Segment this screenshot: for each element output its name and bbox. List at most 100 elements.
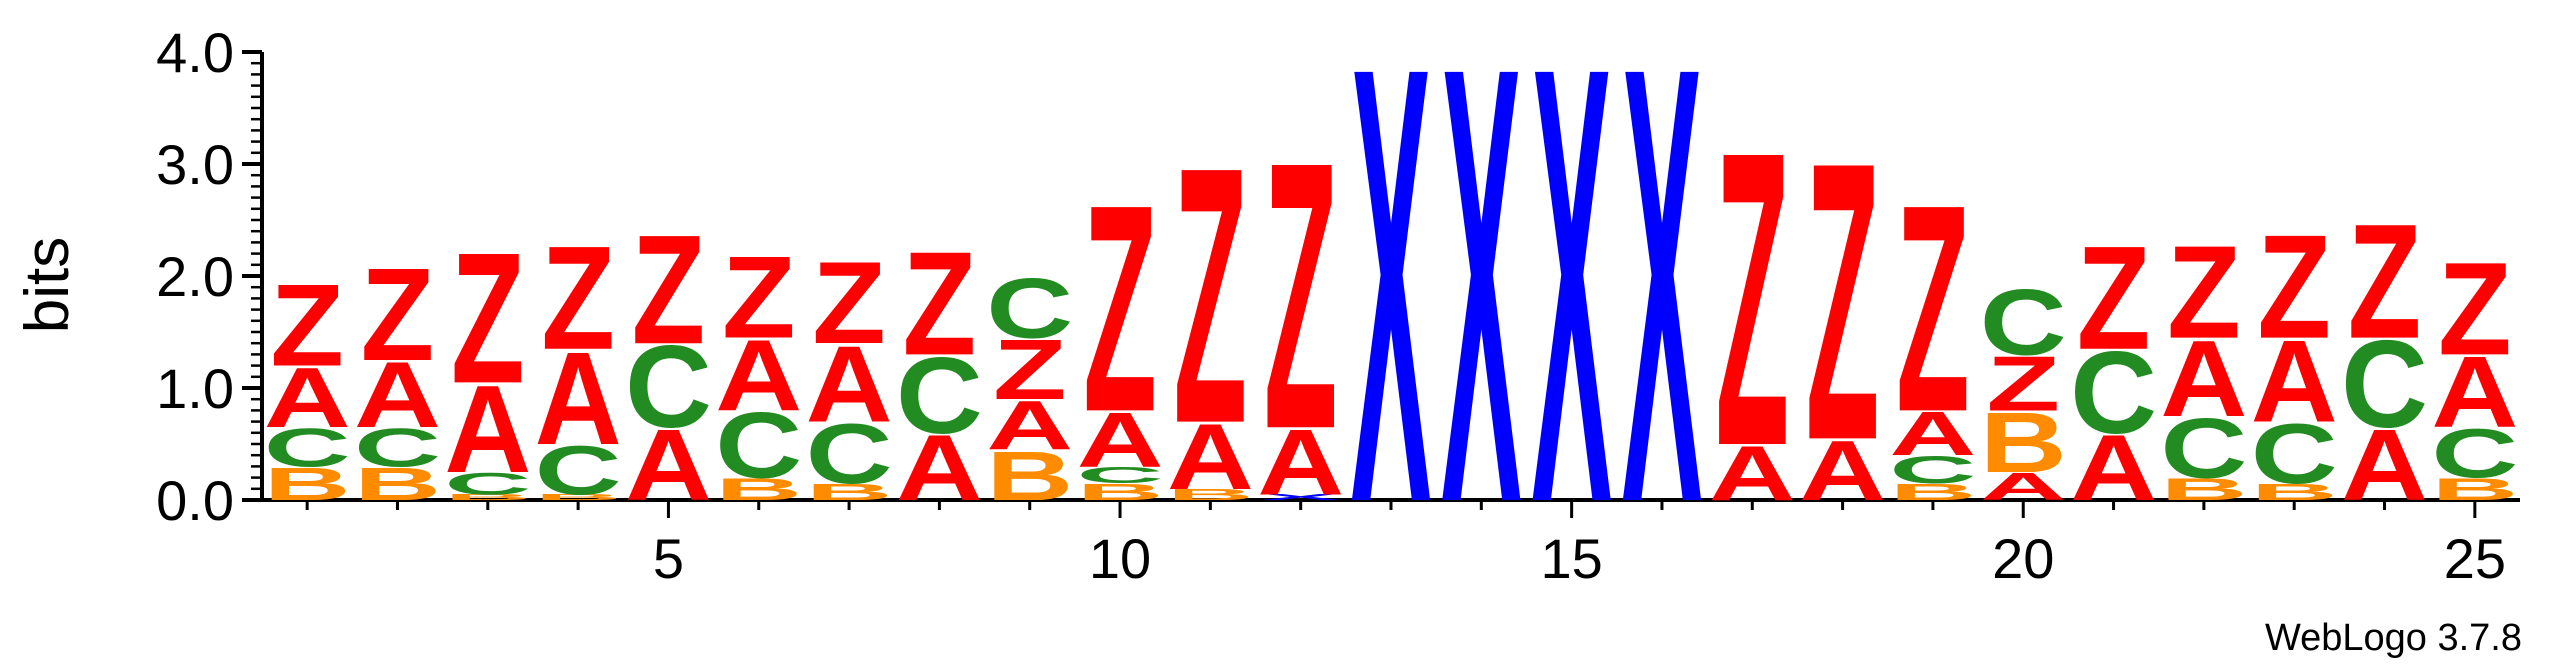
y-axis-label: bits [13,237,82,333]
y-tick-label: 0.0 [156,469,234,532]
logo-letter-a: A [806,324,893,445]
logo-letter-a: A [2160,318,2247,439]
logo-letter-b: B [1980,395,2067,491]
logo-letter-a: A [1799,423,1886,519]
x-axis: 5 10 15 20 25 [262,498,2520,590]
logo-letter-a: A [535,325,622,472]
logo-letter-b: B [1167,486,1254,503]
logo-letter-z: Z [722,233,796,363]
logo-letter-a: A [1257,410,1344,515]
logo-letter-c: C [806,406,893,502]
logo-letter-a: A [625,408,712,522]
logo-letter-c: C [535,431,622,509]
logo-letter-c: C [986,261,1073,357]
logo-letter-c: C [2160,401,2247,497]
logo-letter-b: B [1889,479,1976,505]
logo-letter-a: A [444,359,531,498]
logo-letter-c: C [625,323,712,453]
logo-column: X [1531,0,1612,632]
logo-letter-c: C [444,466,531,501]
logo-letter-b: B [2251,479,2338,505]
logo-letter-b: B [2431,472,2518,507]
logo-letter-a: A [2070,415,2157,520]
logo-letter-c: C [264,417,351,478]
logo-letter-z: Z [2348,191,2422,373]
logo-letter-a: A [1077,397,1164,484]
weblogo-credit: WebLogo 3.7.8 [2265,617,2522,659]
logo-letter-b: B [535,493,622,502]
logo-letter-c: C [1889,448,1976,491]
logo-letter-x: X [1351,0,1432,632]
logo-letter-a: A [2341,408,2428,522]
logo-column: ACZ [2070,215,2157,520]
logo-letter-z: Z [903,221,977,387]
logo-letter-z: Z [270,261,344,391]
logo-column: BAZ [1167,91,1254,509]
logo-letter-z: Z [2167,218,2241,365]
logo-letter-c: C [2070,328,2157,458]
logo-letter-z: Z [1986,341,2060,428]
logo-letter-z: Z [361,241,435,388]
logo-letter-z: Z [2438,235,2512,382]
logo-letter-x: X [1441,0,1522,632]
logo-letter-x: X [1622,0,1703,632]
y-tick-label: 3.0 [156,133,234,196]
logo-letter-b: B [715,472,802,507]
logo-letter-b: B [354,458,441,510]
logo-letter-a: A [1889,399,1976,468]
y-tick-label: 4.0 [156,21,234,84]
logo-letter-z: Z [2257,204,2331,370]
logo-letter-a: A [715,319,802,433]
logo-letter-c: C [1980,270,2067,375]
logo-letter-a: A [264,350,351,446]
logo-letter-a: A [1167,404,1254,509]
logo-column: AZ [1709,65,1796,534]
logo-letter-b: B [1077,479,1164,505]
logo-letter-a: A [1980,465,2067,508]
logo-letter-z: Z [451,215,525,423]
logo-letter-z: Z [1083,143,1157,473]
logo-letter-b: B [806,479,893,505]
logo-letter-a: A [1709,430,1796,517]
logo-letter-z: Z [1896,143,1970,473]
logo-column: XAZ [1257,82,1344,514]
logo-letter-z: Z [993,322,1067,418]
logo-letter-a: A [354,342,441,447]
x-tick-label: 10 [1089,527,1151,590]
logo-letter-b: B [444,493,531,502]
logo-letter-z: Z [2077,215,2151,381]
logo-letter-a: A [986,386,1073,464]
y-tick-label: 2.0 [156,245,234,308]
logo-column: X [1622,0,1703,632]
logo-letter-a: A [2431,335,2518,449]
logo-letter-z: Z [1715,65,1789,534]
y-axis: 0.0 1.0 2.0 3.0 4.0 [156,21,264,532]
logo-letter-b: B [986,437,1073,515]
logo-column: ACZ [2341,191,2428,522]
logo-letter-b: B [264,458,351,510]
logo-column: X [1441,0,1522,632]
logo-column: X [1351,0,1432,632]
logo-letter-x: X [1261,493,1341,502]
logo-letter-z: Z [1264,82,1338,508]
x-tick-label: 20 [1992,527,2054,590]
logo-letter-z: Z [541,215,615,381]
x-tick-label: 15 [1540,527,1602,590]
logo-letter-c: C [2431,414,2518,492]
logo-letter-z: Z [1174,91,1248,499]
logo-letter-b: B [2160,472,2247,507]
logo-column: AZ [1799,81,1886,524]
logo-letter-a: A [2251,317,2338,447]
logo-column: ACZ [625,203,712,521]
logo-letter-a: A [896,415,983,520]
